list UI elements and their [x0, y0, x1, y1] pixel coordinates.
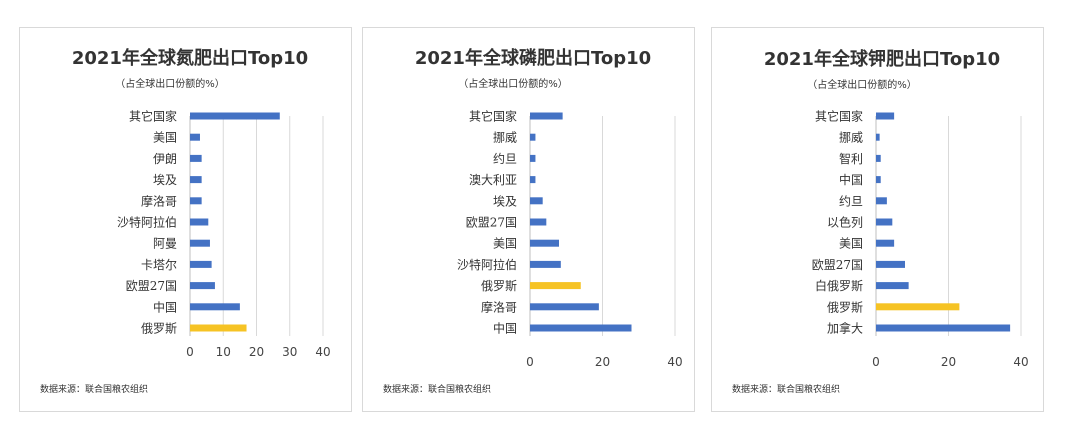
bar — [876, 282, 909, 290]
bar — [876, 197, 887, 205]
category-label: 沙特阿拉伯 — [117, 215, 177, 230]
bar — [190, 154, 202, 162]
category-label: 摩洛哥 — [141, 193, 177, 208]
chart-panel-phosphate: 2021年全球磷肥出口Top10 （占全球出口份额的%） 0 20 40 其它国家挪威约旦… — [362, 27, 695, 412]
chart-subtitle: （占全球出口份额的%） — [807, 78, 917, 91]
category-label: 摩洛哥 — [481, 299, 517, 314]
x-tick-label: 30 — [282, 345, 297, 359]
bar — [530, 282, 581, 290]
x-tick-label: 20 — [249, 345, 264, 359]
x-tick-label: 0 — [186, 345, 194, 359]
x-tick-label: 40 — [1013, 355, 1028, 369]
category-label: 沙特阿拉伯 — [457, 257, 517, 272]
bar — [876, 154, 881, 162]
bar — [876, 260, 905, 268]
bar — [530, 197, 543, 205]
category-label: 约旦 — [493, 151, 517, 166]
category-label: 中国 — [839, 172, 863, 187]
bar — [190, 303, 240, 311]
category-label: 澳大利亚 — [469, 173, 517, 187]
category-label: 挪威 — [493, 131, 517, 145]
category-label: 其它国家 — [469, 109, 517, 124]
category-label: 中国 — [493, 321, 517, 336]
bar — [530, 324, 632, 332]
category-label: 以色列 — [827, 216, 863, 230]
bar — [190, 133, 200, 141]
nitrogen-chart-svg: 2021年全球氮肥出口Top10 （占全球出口份额的%） 0 10 20 30 40 其它国家… — [40, 47, 331, 395]
source-note: 数据来源：联合国粮农组织 — [383, 383, 491, 395]
bar — [190, 218, 209, 226]
potash-chart-svg: 2021年全球钾肥出口Top10 （占全球出口份额的%） 0 20 40 其它国家挪威智利… — [732, 48, 1029, 395]
chart-title: 2021年全球钾肥出口Top10 — [764, 48, 1000, 70]
x-tick-label: 40 — [315, 345, 330, 359]
category-label: 俄罗斯 — [481, 279, 517, 293]
category-label: 其它国家 — [129, 109, 177, 124]
x-tick-label: 20 — [595, 355, 610, 369]
category-label: 伊朗 — [153, 152, 177, 166]
category-label: 欧盟27国 — [812, 258, 863, 272]
bar — [190, 324, 247, 332]
category-label: 欧盟27国 — [126, 279, 177, 293]
category-label: 美国 — [839, 237, 863, 251]
category-label: 埃及 — [493, 194, 517, 208]
bar — [876, 133, 880, 141]
chart-title: 2021年全球氮肥出口Top10 — [72, 47, 308, 69]
category-label: 美国 — [493, 237, 517, 251]
bar — [876, 303, 960, 311]
bar — [876, 112, 895, 120]
chart-subtitle: （占全球出口份额的%） — [115, 77, 225, 90]
bar — [190, 260, 212, 268]
bar — [530, 218, 547, 226]
bar — [530, 154, 536, 162]
category-label: 白俄罗斯 — [815, 278, 863, 293]
chart-panel-potash: 2021年全球钾肥出口Top10 （占全球出口份额的%） 0 20 40 其它国家挪威智利… — [711, 27, 1044, 412]
bar — [190, 239, 210, 247]
x-tick-label: 20 — [941, 355, 956, 369]
bar — [876, 176, 881, 184]
category-label: 阿曼 — [153, 237, 177, 251]
category-label: 挪威 — [839, 131, 863, 145]
category-label: 欧盟27国 — [466, 216, 517, 230]
bar — [190, 282, 215, 290]
bar — [530, 303, 599, 311]
x-tick-label: 0 — [872, 355, 880, 369]
category-label: 俄罗斯 — [141, 322, 177, 336]
source-note: 数据来源：联合国粮农组织 — [40, 383, 148, 395]
category-label: 美国 — [153, 131, 177, 145]
bar — [190, 197, 202, 205]
bar — [190, 176, 202, 184]
category-label: 智利 — [839, 151, 863, 166]
bar — [876, 324, 1011, 332]
bar — [530, 133, 536, 141]
category-label: 约旦 — [839, 193, 863, 208]
category-label: 其它国家 — [815, 109, 863, 124]
chart-title: 2021年全球磷肥出口Top10 — [415, 47, 651, 69]
bar — [530, 176, 536, 184]
bar — [190, 112, 280, 120]
chart-subtitle: （占全球出口份额的%） — [458, 77, 568, 90]
category-label: 埃及 — [153, 173, 177, 187]
category-label: 卡塔尔 — [141, 257, 177, 272]
bar — [530, 239, 559, 247]
x-tick-label: 10 — [216, 345, 231, 359]
category-label: 加拿大 — [827, 321, 863, 336]
bar — [876, 218, 893, 226]
x-tick-label: 40 — [667, 355, 682, 369]
phosphate-chart-svg: 2021年全球磷肥出口Top10 （占全球出口份额的%） 0 20 40 其它国家挪威约旦… — [383, 47, 683, 395]
chart-panel-nitrogen: 2021年全球氮肥出口Top10 （占全球出口份额的%） 0 10 20 30 40 其它国家… — [19, 27, 352, 412]
bar — [876, 239, 895, 247]
x-tick-label: 0 — [526, 355, 534, 369]
category-label: 中国 — [153, 299, 177, 314]
category-label: 俄罗斯 — [827, 300, 863, 314]
source-note: 数据来源：联合国粮农组织 — [732, 383, 840, 395]
bar — [530, 260, 561, 268]
bar — [530, 112, 563, 120]
